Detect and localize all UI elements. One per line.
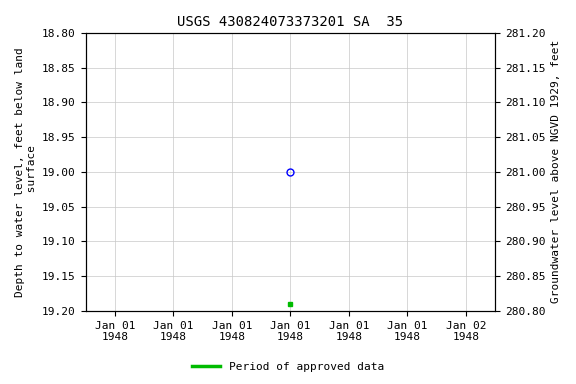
Legend: Period of approved data: Period of approved data — [188, 358, 388, 377]
Y-axis label: Groundwater level above NGVD 1929, feet: Groundwater level above NGVD 1929, feet — [551, 40, 561, 303]
Title: USGS 430824073373201 SA  35: USGS 430824073373201 SA 35 — [177, 15, 403, 29]
Y-axis label: Depth to water level, feet below land
 surface: Depth to water level, feet below land su… — [15, 47, 37, 297]
